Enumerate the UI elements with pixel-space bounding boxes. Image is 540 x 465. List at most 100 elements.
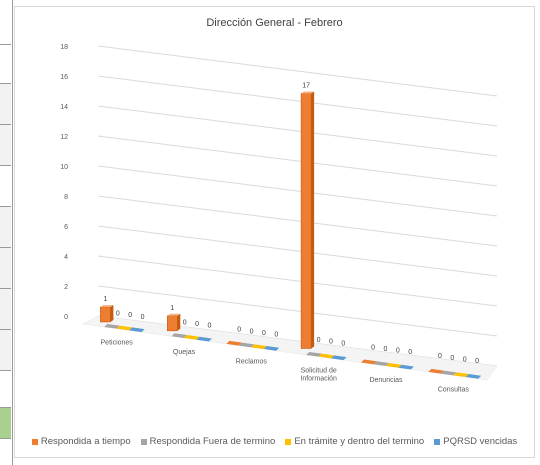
- data-label: 0: [408, 349, 412, 356]
- data-label: 0: [383, 346, 387, 353]
- zero-marker: [238, 342, 255, 348]
- zero-marker: [318, 353, 335, 359]
- data-label: 0: [463, 356, 467, 363]
- zero-marker: [171, 333, 187, 338]
- data-label: 0: [396, 348, 400, 355]
- y-tick-label: 4: [64, 254, 68, 261]
- bar-side: [311, 91, 315, 349]
- sheet-cell: [0, 0, 11, 45]
- y-tick-label: 18: [60, 44, 68, 51]
- zero-marker: [361, 359, 377, 365]
- y-tick-label: 16: [60, 74, 68, 81]
- legend-label: En trámite y dentro del termino: [294, 436, 425, 447]
- x-tick-label: Denuncias: [369, 377, 403, 384]
- sheet-cell: [0, 207, 11, 248]
- zero-marker: [373, 361, 389, 366]
- bar-top: [167, 313, 181, 316]
- data-label: 1: [103, 296, 107, 303]
- data-label: 0: [438, 353, 442, 360]
- bar-side: [110, 304, 114, 322]
- y-tick-label: 8: [64, 194, 68, 201]
- sheet-cell: [0, 371, 11, 408]
- sheet-cell: [0, 289, 11, 330]
- data-label: 0: [250, 328, 254, 335]
- zero-marker: [398, 364, 414, 370]
- sheet-cell: [0, 125, 11, 166]
- sheet-cell: [0, 248, 11, 289]
- data-label: 1: [170, 305, 174, 312]
- data-label: 0: [450, 355, 454, 362]
- data-label: 0: [262, 330, 266, 337]
- zero-marker: [251, 344, 267, 350]
- x-tick-label: Peticiones: [101, 340, 134, 347]
- zero-marker: [129, 327, 145, 333]
- legend-label: PQRSD vencidas: [443, 436, 518, 447]
- data-label: 0: [475, 358, 479, 365]
- sheet-cell: [0, 45, 11, 84]
- chart-legend: Respondida a tiempo Respondida Fuera de t…: [15, 436, 534, 447]
- sheet-cell: [0, 330, 11, 371]
- data-label: 17: [302, 82, 310, 89]
- zero-marker: [331, 355, 347, 361]
- data-label: 0: [207, 323, 211, 330]
- gridline: [97, 75, 498, 127]
- gridline: [97, 285, 498, 337]
- gridline: [97, 135, 498, 187]
- x-tick-label: Reclamos: [236, 358, 268, 365]
- y-tick-label: 14: [60, 104, 68, 111]
- legend-swatch: [434, 438, 441, 445]
- legend-label: Respondida a tiempo: [40, 436, 131, 447]
- legend-swatch: [140, 438, 147, 445]
- gridline: [97, 165, 498, 217]
- legend-item: Respondida Fuera de termino: [140, 436, 276, 447]
- data-label: 0: [371, 344, 375, 351]
- zero-marker: [453, 372, 469, 378]
- legend-item: En trámite y dentro del termino: [285, 436, 424, 447]
- bar-top: [100, 304, 114, 307]
- data-label: 0: [141, 314, 145, 321]
- data-label: 0: [237, 327, 241, 334]
- gridline: [97, 255, 498, 307]
- zero-marker: [440, 370, 457, 376]
- legend-item: Respondida a tiempo: [31, 436, 131, 447]
- chart-area[interactable]: Dirección General - Febrero 0 2 4 6 8 10 12 14 1…: [14, 6, 535, 458]
- sheet-cell: [0, 166, 11, 207]
- left-sheet-strip: [0, 0, 13, 465]
- legend-swatch: [285, 438, 292, 445]
- sheet-cell: [0, 84, 11, 125]
- data-label: 0: [341, 340, 345, 347]
- x-tick-label: Solicitud de Información: [300, 368, 337, 383]
- sheet-cell-highlight: [0, 408, 11, 439]
- gridline: [97, 225, 498, 277]
- data-label: 0: [317, 337, 321, 344]
- x-tick-label: Quejas: [173, 349, 196, 356]
- zero-marker: [306, 351, 322, 357]
- data-label: 0: [128, 312, 132, 319]
- zero-marker: [428, 368, 444, 374]
- data-label: 0: [116, 311, 120, 318]
- bar: [167, 315, 178, 332]
- y-tick-label: 10: [60, 164, 68, 171]
- y-tick-label: 2: [64, 284, 68, 291]
- chart-title: Dirección General - Febrero: [206, 17, 343, 29]
- zero-marker: [116, 325, 133, 331]
- zero-marker: [196, 336, 212, 342]
- bar: [100, 306, 111, 323]
- zero-marker: [226, 340, 242, 346]
- y-tick-label: 6: [64, 224, 68, 231]
- y-tick-label: 0: [64, 314, 68, 321]
- data-label: 0: [183, 319, 187, 326]
- zero-marker: [263, 346, 280, 351]
- data-label: 0: [329, 339, 333, 346]
- legend-swatch: [31, 438, 38, 445]
- legend-item: PQRSD vencidas: [434, 436, 517, 447]
- zero-marker: [104, 323, 120, 329]
- bar-side: [177, 313, 181, 331]
- zero-marker: [465, 374, 482, 379]
- legend-label: Respondida Fuera de termino: [149, 436, 276, 447]
- data-label: 0: [274, 332, 278, 339]
- zero-marker: [386, 363, 402, 368]
- bar-top: [301, 91, 315, 94]
- gridline: [97, 45, 498, 97]
